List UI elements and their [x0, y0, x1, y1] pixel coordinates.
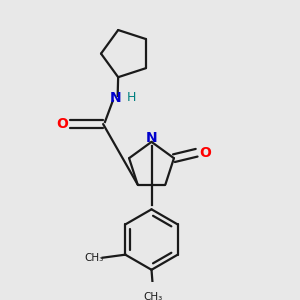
Text: O: O — [199, 146, 211, 160]
Text: N: N — [110, 91, 121, 105]
Text: O: O — [56, 117, 68, 131]
Text: N: N — [146, 131, 157, 145]
Text: CH₃: CH₃ — [143, 292, 163, 300]
Text: CH₃: CH₃ — [85, 253, 104, 263]
Text: H: H — [127, 91, 136, 103]
